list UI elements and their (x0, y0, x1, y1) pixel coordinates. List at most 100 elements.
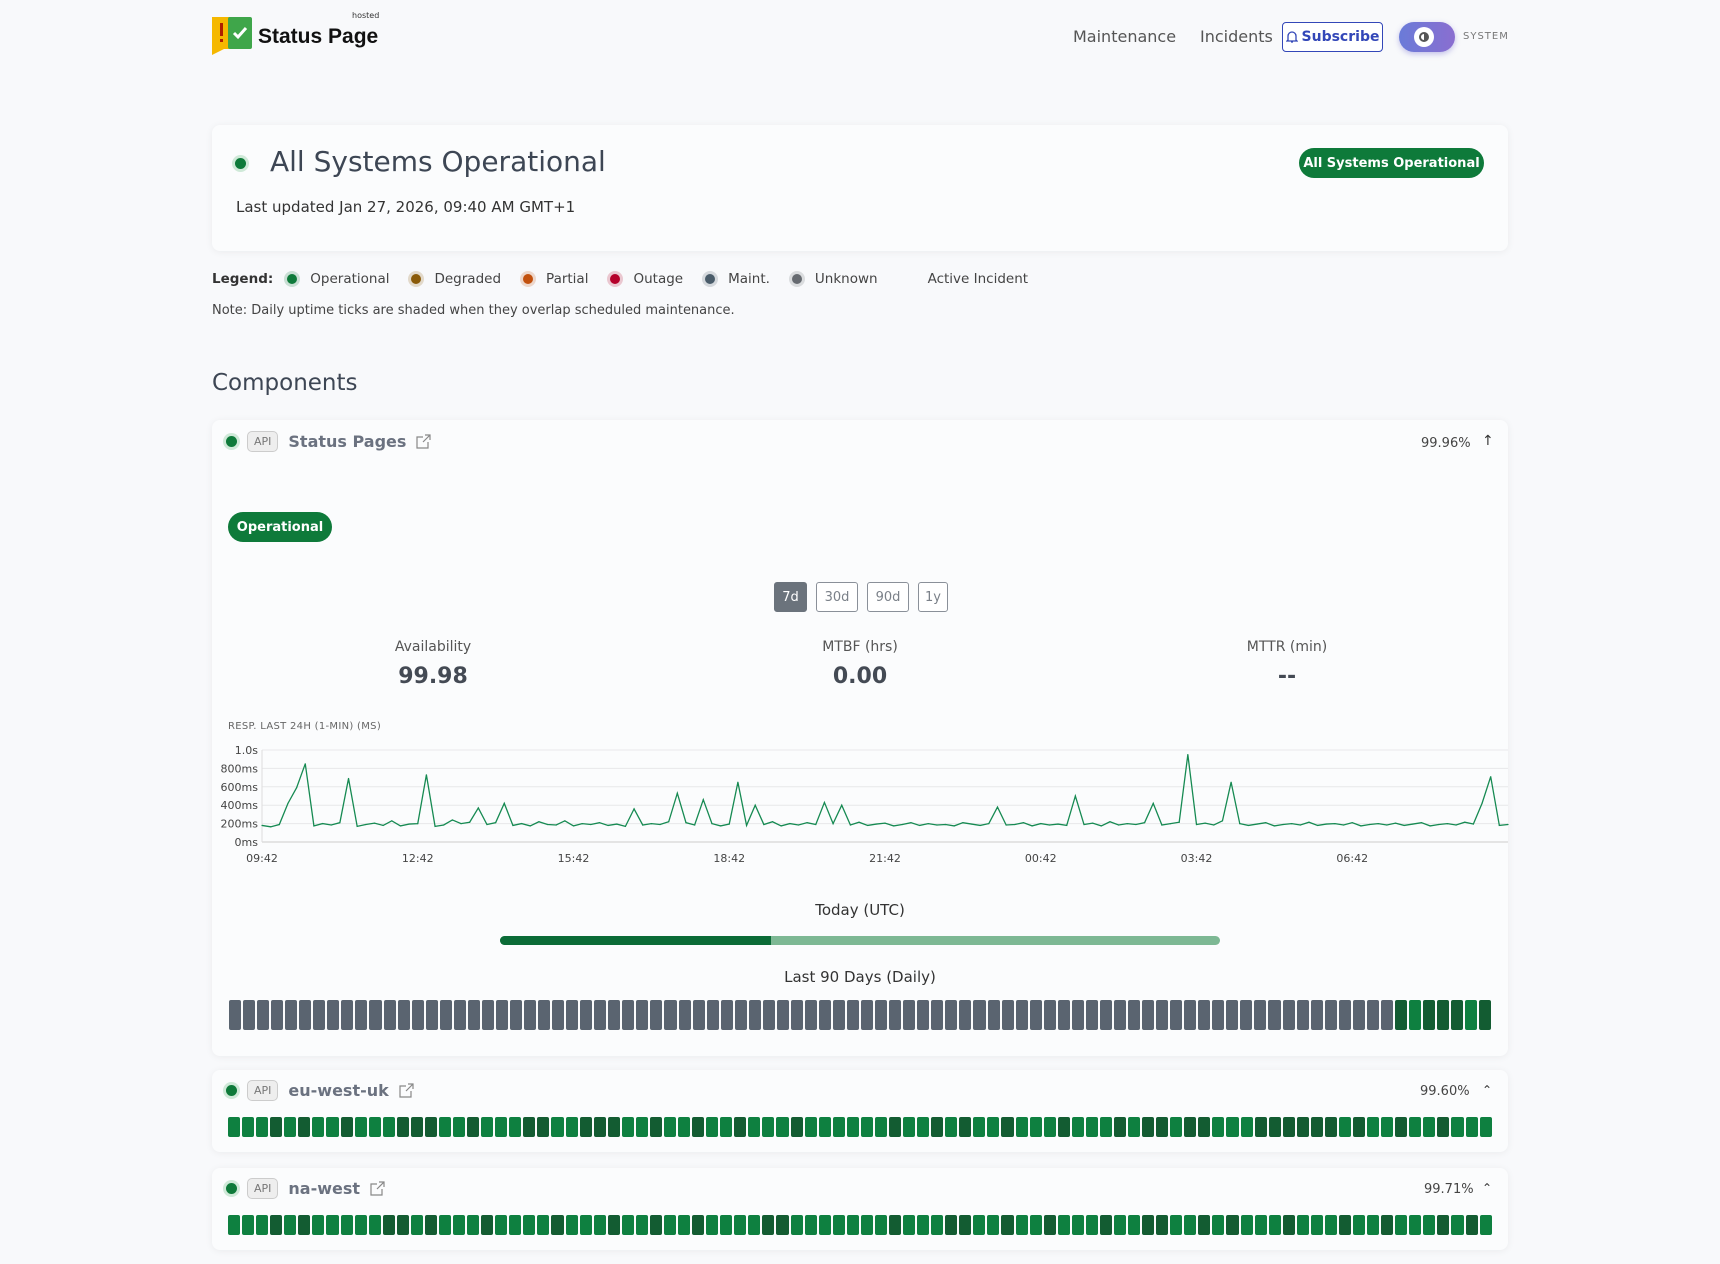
range-7d[interactable]: 7d (774, 582, 807, 612)
day-bar[interactable] (438, 1215, 451, 1235)
day-bar[interactable] (341, 1000, 354, 1030)
day-bar[interactable] (228, 1215, 241, 1235)
day-bar[interactable] (1184, 1000, 1197, 1030)
day-bar[interactable] (945, 1117, 958, 1137)
day-bar[interactable] (1254, 1000, 1267, 1030)
component-header[interactable]: API na-west (226, 1178, 385, 1199)
day-bar[interactable] (1071, 1000, 1084, 1030)
day-bar[interactable] (1099, 1117, 1112, 1137)
day-bar[interactable] (649, 1215, 662, 1235)
day-bar[interactable] (1423, 1215, 1436, 1235)
day-bar[interactable] (1142, 1000, 1155, 1030)
day-bar[interactable] (1254, 1117, 1267, 1137)
day-bar[interactable] (860, 1215, 873, 1235)
day-bar[interactable] (1381, 1215, 1394, 1235)
day-bar[interactable] (931, 1117, 944, 1137)
day-bar[interactable] (551, 1117, 564, 1137)
day-bar[interactable] (818, 1215, 831, 1235)
day-bar[interactable] (1338, 1215, 1351, 1235)
day-bar[interactable] (832, 1117, 845, 1137)
day-bar[interactable] (397, 1000, 410, 1030)
day-bar[interactable] (945, 1000, 958, 1030)
day-bar[interactable] (1422, 1000, 1436, 1030)
day-bar[interactable] (270, 1117, 283, 1137)
range-90d[interactable]: 90d (867, 582, 909, 612)
day-bar[interactable] (678, 1117, 691, 1137)
day-bar[interactable] (270, 1215, 283, 1235)
expand-icon[interactable]: ⌃ (1482, 1181, 1493, 1195)
day-bar[interactable] (748, 1215, 761, 1235)
day-bar[interactable] (1156, 1117, 1169, 1137)
day-bar[interactable] (1408, 1000, 1421, 1030)
day-bar[interactable] (340, 1117, 353, 1137)
day-bar[interactable] (1451, 1000, 1464, 1030)
day-bar[interactable] (790, 1000, 803, 1030)
day-bar[interactable] (1282, 1000, 1295, 1030)
day-bar[interactable] (1184, 1215, 1197, 1235)
day-bar[interactable] (509, 1117, 522, 1137)
day-bar[interactable] (1437, 1215, 1450, 1235)
day-bar[interactable] (298, 1117, 311, 1137)
day-bar[interactable] (776, 1117, 789, 1137)
external-link-icon[interactable] (399, 1083, 414, 1098)
day-bar[interactable] (1226, 1117, 1239, 1137)
day-bar[interactable] (1212, 1215, 1225, 1235)
day-bar[interactable] (1184, 1117, 1197, 1137)
day-bar[interactable] (903, 1117, 916, 1137)
day-bar[interactable] (1381, 1117, 1394, 1137)
day-bar[interactable] (706, 1117, 719, 1137)
day-bar[interactable] (664, 1000, 677, 1030)
day-bar[interactable] (692, 1215, 705, 1235)
day-bar[interactable] (608, 1000, 621, 1030)
day-bar[interactable] (1451, 1117, 1464, 1137)
day-bar[interactable] (1071, 1215, 1084, 1235)
day-bar[interactable] (1282, 1215, 1295, 1235)
day-bar[interactable] (1113, 1000, 1126, 1030)
day-bar[interactable] (1015, 1117, 1028, 1137)
day-bar[interactable] (1240, 1000, 1253, 1030)
day-bar[interactable] (762, 1215, 775, 1235)
day-bar[interactable] (734, 1215, 747, 1235)
day-bar[interactable] (1353, 1215, 1366, 1235)
day-bar[interactable] (1479, 1215, 1492, 1235)
day-bar[interactable] (481, 1215, 494, 1235)
day-bar[interactable] (551, 1215, 564, 1235)
external-link-icon[interactable] (416, 434, 432, 449)
day-bar[interactable] (818, 1117, 831, 1137)
day-bar[interactable] (860, 1117, 873, 1137)
day-bar[interactable] (663, 1117, 676, 1137)
day-bar[interactable] (1113, 1117, 1126, 1137)
day-bar[interactable] (874, 1117, 887, 1137)
day-bar[interactable] (495, 1000, 508, 1030)
day-bar[interactable] (720, 1215, 733, 1235)
day-bar[interactable] (228, 1117, 241, 1137)
day-bar[interactable] (804, 1117, 817, 1137)
day-bar[interactable] (523, 1215, 536, 1235)
day-bar[interactable] (790, 1117, 803, 1137)
day-bar[interactable] (354, 1215, 367, 1235)
day-bar[interactable] (874, 1215, 887, 1235)
day-bar[interactable] (1451, 1215, 1464, 1235)
day-bar[interactable] (1029, 1215, 1042, 1235)
day-bar[interactable] (1015, 1000, 1028, 1030)
day-bar[interactable] (509, 1215, 522, 1235)
day-bar[interactable] (987, 1215, 1000, 1235)
day-bar[interactable] (285, 1000, 298, 1030)
day-bar[interactable] (1085, 1000, 1098, 1030)
day-bar[interactable] (1198, 1000, 1211, 1030)
expand-icon[interactable]: ⌃ (1482, 1083, 1493, 1097)
day-bar[interactable] (1128, 1215, 1141, 1235)
day-bar[interactable] (1043, 1117, 1056, 1137)
day-bar[interactable] (1310, 1000, 1323, 1030)
day-bar[interactable] (692, 1117, 705, 1137)
day-bar[interactable] (410, 1117, 423, 1137)
day-bar[interactable] (663, 1215, 676, 1235)
day-bar[interactable] (1437, 1117, 1450, 1137)
day-bar[interactable] (593, 1117, 606, 1137)
day-bar[interactable] (594, 1000, 607, 1030)
day-bar[interactable] (987, 1117, 1000, 1137)
day-bar[interactable] (903, 1215, 916, 1235)
day-bar[interactable] (1029, 1117, 1042, 1137)
range-1y[interactable]: 1y (918, 582, 948, 612)
nav-maintenance[interactable]: Maintenance (1073, 27, 1177, 46)
